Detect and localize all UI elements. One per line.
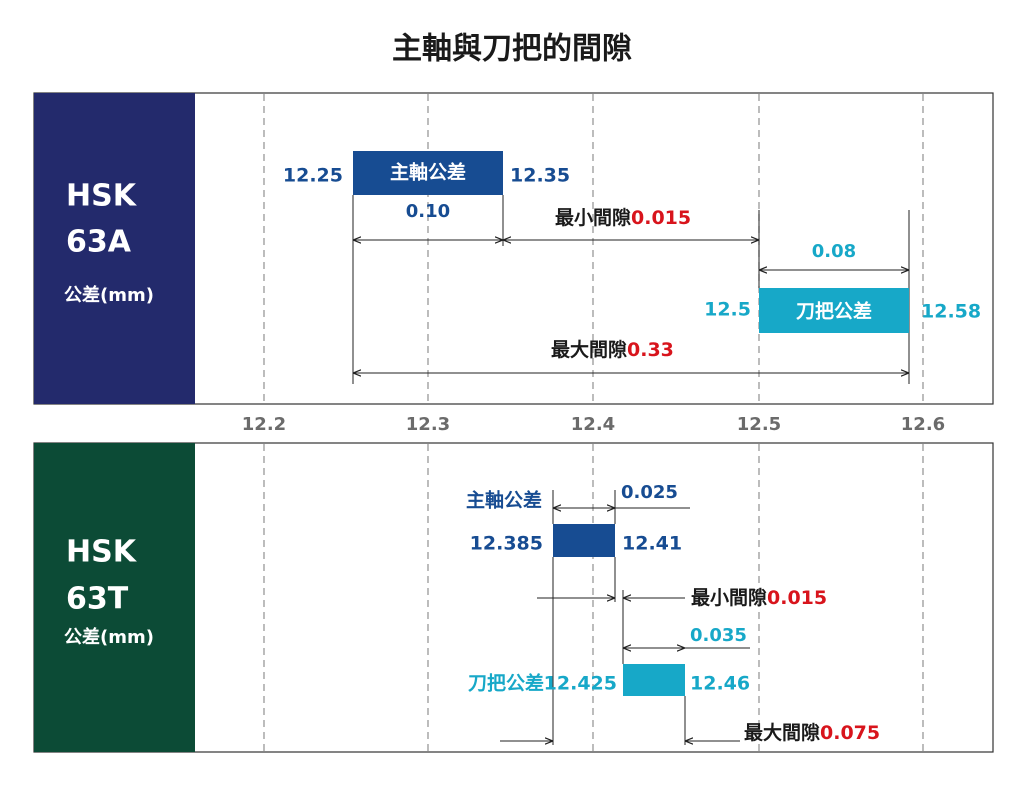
panel-label-block	[34, 443, 195, 752]
holder-bar	[759, 288, 909, 333]
panel-label-block	[34, 93, 195, 404]
model-line: HSK	[66, 535, 138, 570]
holder-max: 12.46	[690, 673, 750, 695]
spindle-max: 12.41	[622, 533, 682, 555]
unit: 公差(mm)	[64, 626, 154, 648]
grid	[263, 444, 924, 751]
max-gap: 最大間隙0.33	[551, 338, 674, 361]
spindle-label: 主軸公差	[466, 489, 542, 512]
axis-tick: 12.2	[242, 414, 286, 435]
spindle-min: 12.25	[283, 165, 343, 187]
model-line: 63A	[66, 225, 132, 260]
axis-tick: 12.4	[571, 414, 615, 435]
spindle-label: 主軸公差	[390, 161, 466, 184]
title: 主軸與刀把的間隙	[392, 32, 632, 67]
holder-bar	[623, 664, 685, 696]
model-line: HSK	[66, 179, 138, 214]
spindle-bar	[353, 151, 503, 195]
axis: 12.2 12.3 12.4 12.5 12.6	[242, 414, 945, 435]
dimension-lines	[352, 195, 910, 384]
model-line: 63T	[66, 582, 129, 617]
spindle-min: 12.385	[470, 533, 543, 555]
min-gap: 最小間隙0.015	[691, 586, 827, 609]
dimension-lines	[500, 490, 750, 745]
min-gap-label: 最小間隙	[555, 206, 631, 229]
spindle-tolerance: 0.025	[621, 482, 678, 503]
holder-min: 12.425	[544, 673, 617, 695]
axis-tick: 12.6	[901, 414, 945, 435]
grid	[263, 94, 924, 403]
min-gap-value: 0.015	[631, 207, 691, 229]
min-gap: 最小間隙0.015	[555, 206, 691, 229]
max-gap: 最大間隙0.075	[744, 721, 880, 744]
unit: 公差(mm)	[64, 284, 154, 306]
max-gap-label: 最大間隙	[744, 721, 820, 744]
holder-label: 刀把公差	[796, 300, 872, 323]
holder-tolerance: 0.08	[812, 241, 856, 262]
axis-tick: 12.3	[406, 414, 450, 435]
max-gap-value: 0.33	[627, 339, 674, 361]
min-gap-value: 0.015	[767, 587, 827, 609]
max-gap-label: 最大間隙	[551, 338, 627, 361]
holder-label: 刀把公差	[468, 672, 544, 695]
spindle-tolerance: 0.10	[406, 201, 450, 222]
spindle-max: 12.35	[510, 165, 570, 187]
holder-max: 12.58	[921, 301, 981, 323]
holder-min: 12.5	[704, 299, 751, 321]
holder-tolerance: 0.035	[690, 625, 747, 646]
spindle-bar	[553, 524, 615, 557]
min-gap-label: 最小間隙	[691, 586, 767, 609]
axis-tick: 12.5	[737, 414, 781, 435]
max-gap-value: 0.075	[820, 722, 880, 744]
